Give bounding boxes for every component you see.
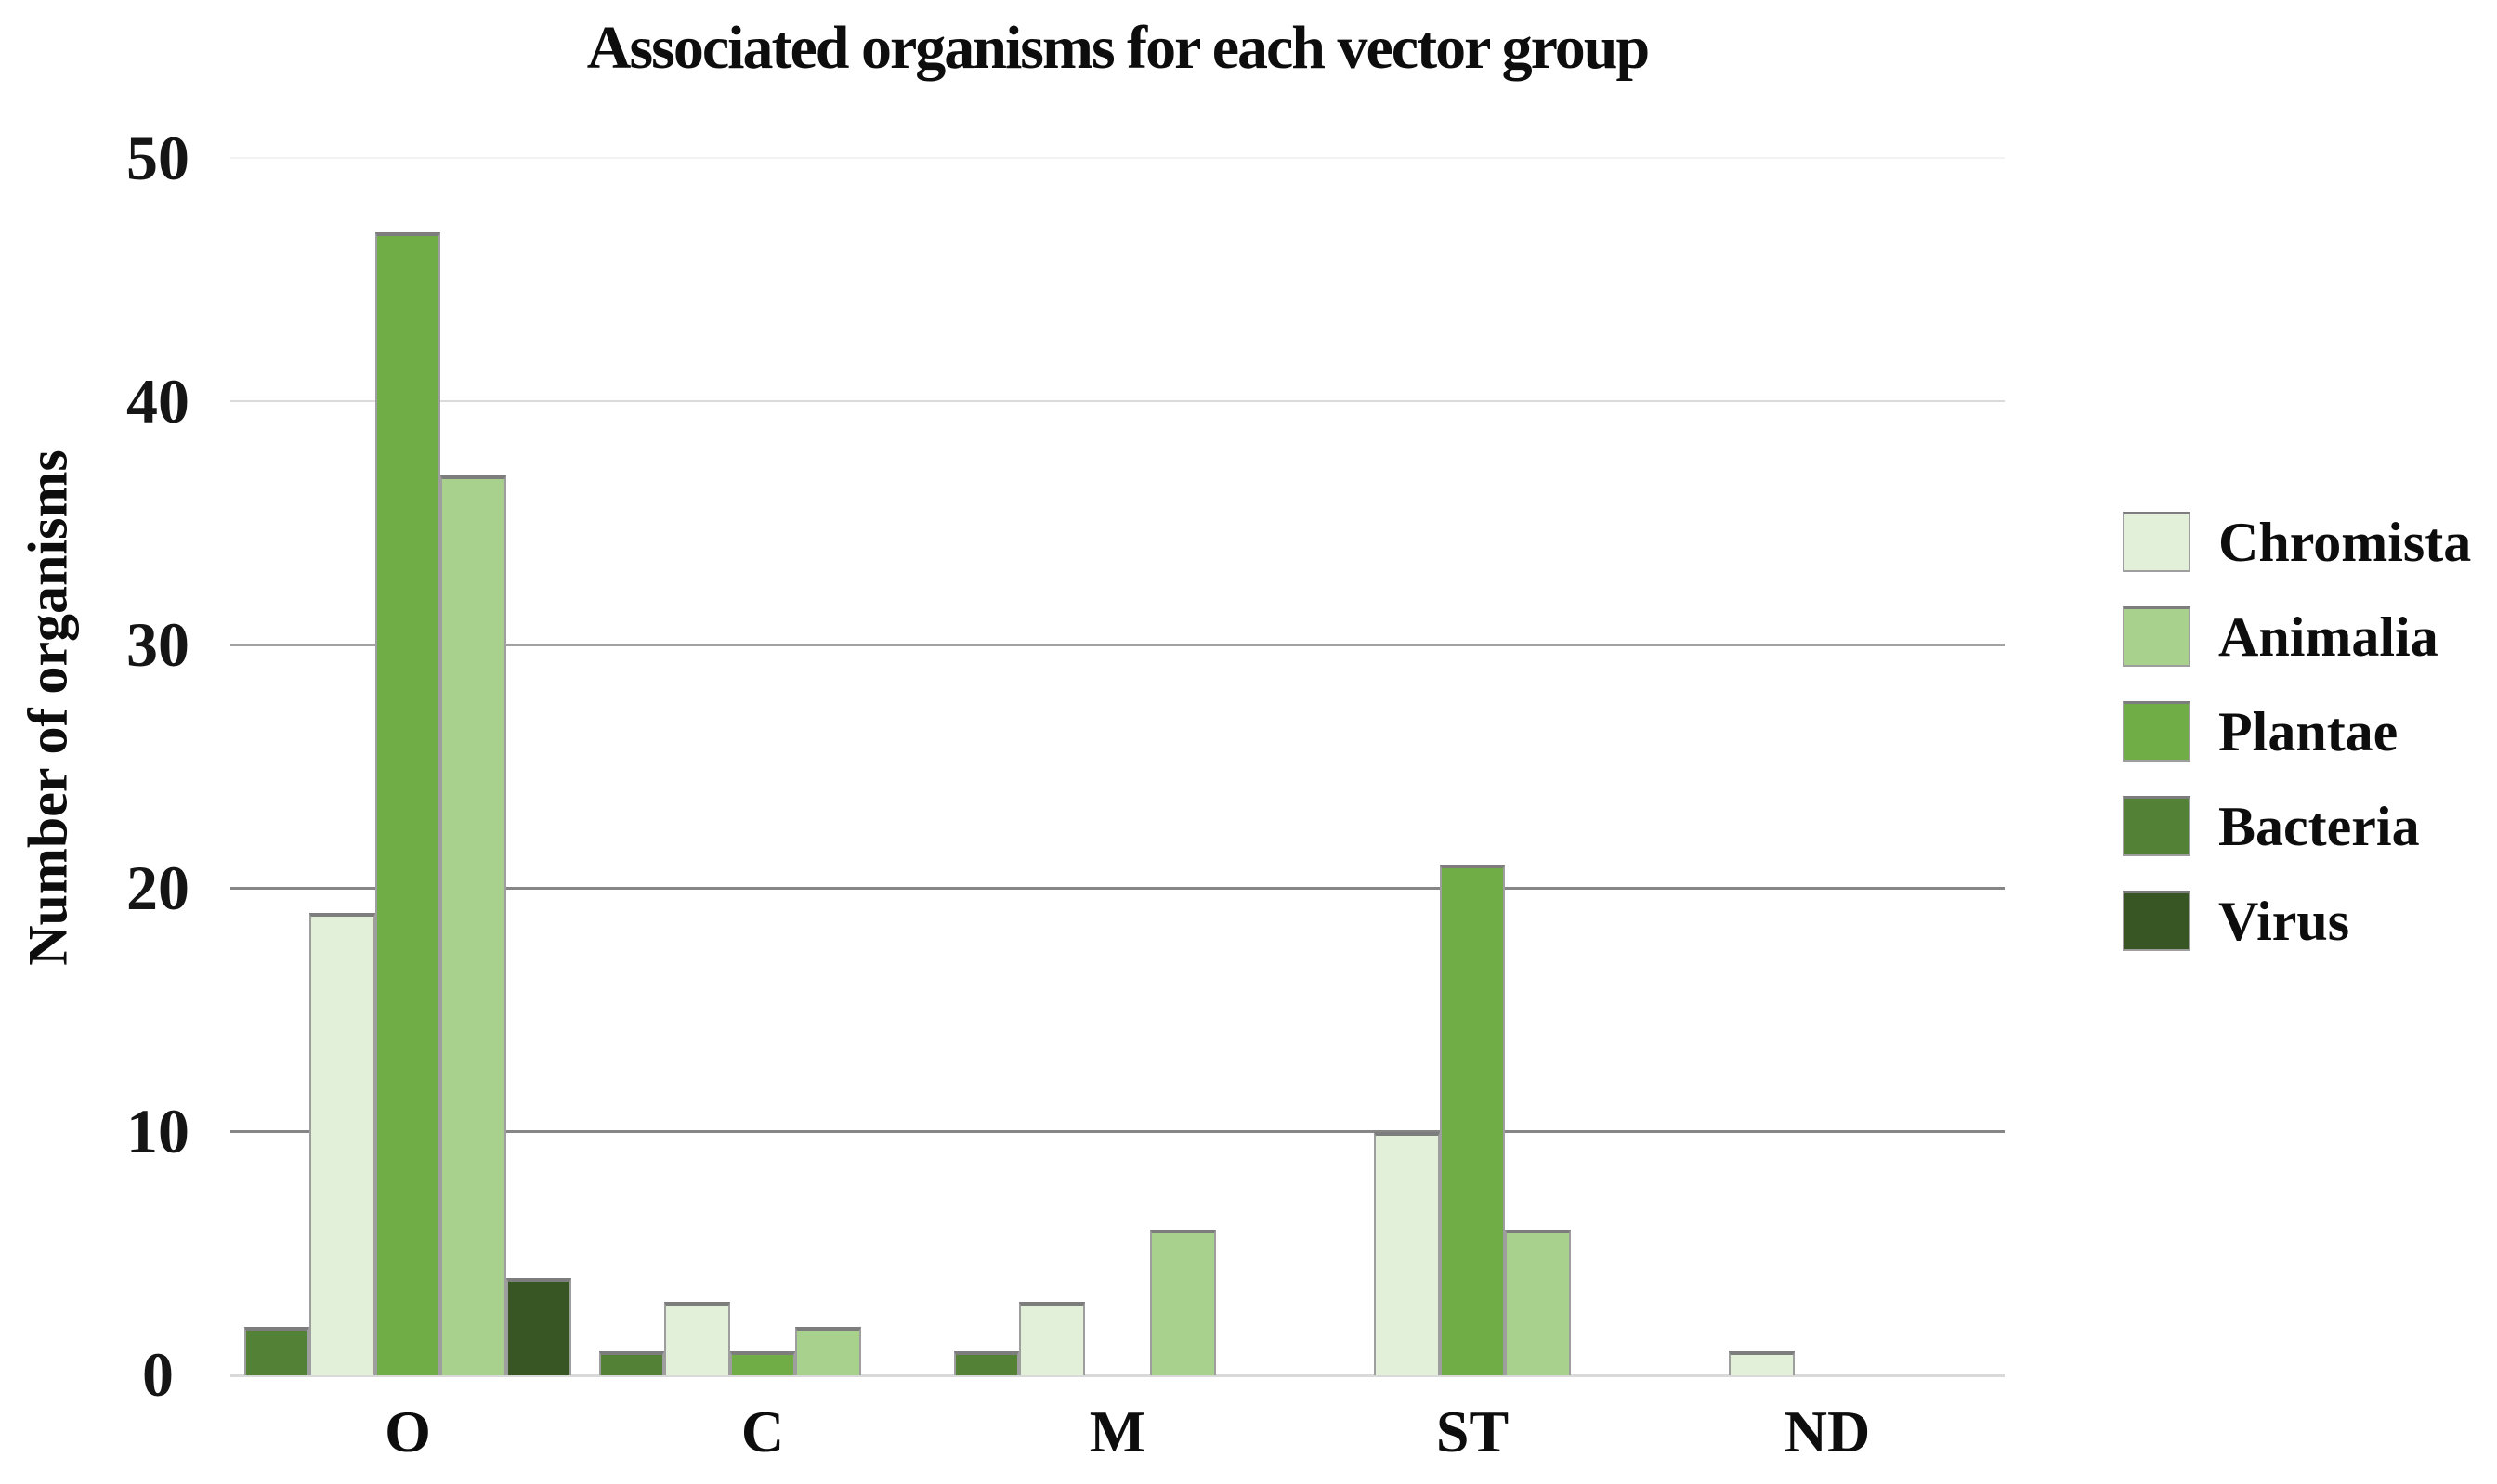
y-tick-label-20: 20: [126, 853, 190, 923]
y-tick-label-50: 50: [126, 123, 190, 193]
x-category-label-nd: ND: [1784, 1399, 1871, 1464]
bar-O-chromista: [309, 913, 375, 1375]
x-category-label-o: O: [385, 1399, 431, 1464]
bar-C-chromista: [664, 1302, 730, 1375]
chart-title: Associated organisms for each vector gro…: [586, 14, 1650, 82]
legend-label-plantae: Plantae: [2218, 700, 2399, 762]
gridline-10: [230, 1129, 2005, 1133]
legend-label-virus: Virus: [2218, 890, 2350, 952]
gridline-50: [230, 157, 2005, 159]
gridline-20: [230, 886, 2005, 890]
bar-O-animalia: [440, 475, 506, 1375]
bar-ST-plantae: [1439, 864, 1506, 1375]
legend-label-chromista: Chromista: [2218, 511, 2472, 573]
bar-M-chromista: [1019, 1302, 1085, 1375]
legend-swatch-chromista: [2123, 512, 2190, 572]
bar-M-bacteria: [953, 1350, 1020, 1375]
bar-ND-chromista: [1729, 1350, 1795, 1375]
bar-C-plantae: [729, 1350, 796, 1375]
bar-O-virus: [505, 1278, 572, 1375]
y-tick-label-0: 0: [142, 1339, 174, 1410]
legend-label-bacteria: Bacteria: [2218, 795, 2420, 857]
x-category-label-c: C: [740, 1399, 785, 1464]
gridline-30: [230, 643, 2005, 646]
legend-swatch-bacteria: [2123, 796, 2190, 856]
legend-label-animalia: Animalia: [2218, 605, 2438, 668]
legend-swatch-animalia: [2123, 606, 2190, 667]
bar-M-animalia: [1150, 1229, 1216, 1375]
y-tick-label-40: 40: [126, 366, 190, 436]
y-tick-label-30: 30: [126, 609, 190, 680]
x-category-label-m: M: [1089, 1399, 1146, 1464]
y-tick-label-10: 10: [126, 1096, 190, 1166]
x-axis-line: [230, 1374, 2005, 1377]
bar-ST-chromista: [1374, 1132, 1440, 1375]
legend-swatch-plantae: [2123, 701, 2190, 762]
bar-O-bacteria: [243, 1326, 310, 1375]
bar-O-plantae: [374, 231, 441, 1375]
bar-C-animalia: [795, 1326, 861, 1375]
legend-swatch-virus: [2123, 891, 2190, 951]
bar-ST-animalia: [1505, 1229, 1571, 1375]
x-category-label-st: ST: [1435, 1399, 1510, 1464]
bar-C-bacteria: [598, 1350, 665, 1375]
gridline-40: [230, 400, 2005, 402]
